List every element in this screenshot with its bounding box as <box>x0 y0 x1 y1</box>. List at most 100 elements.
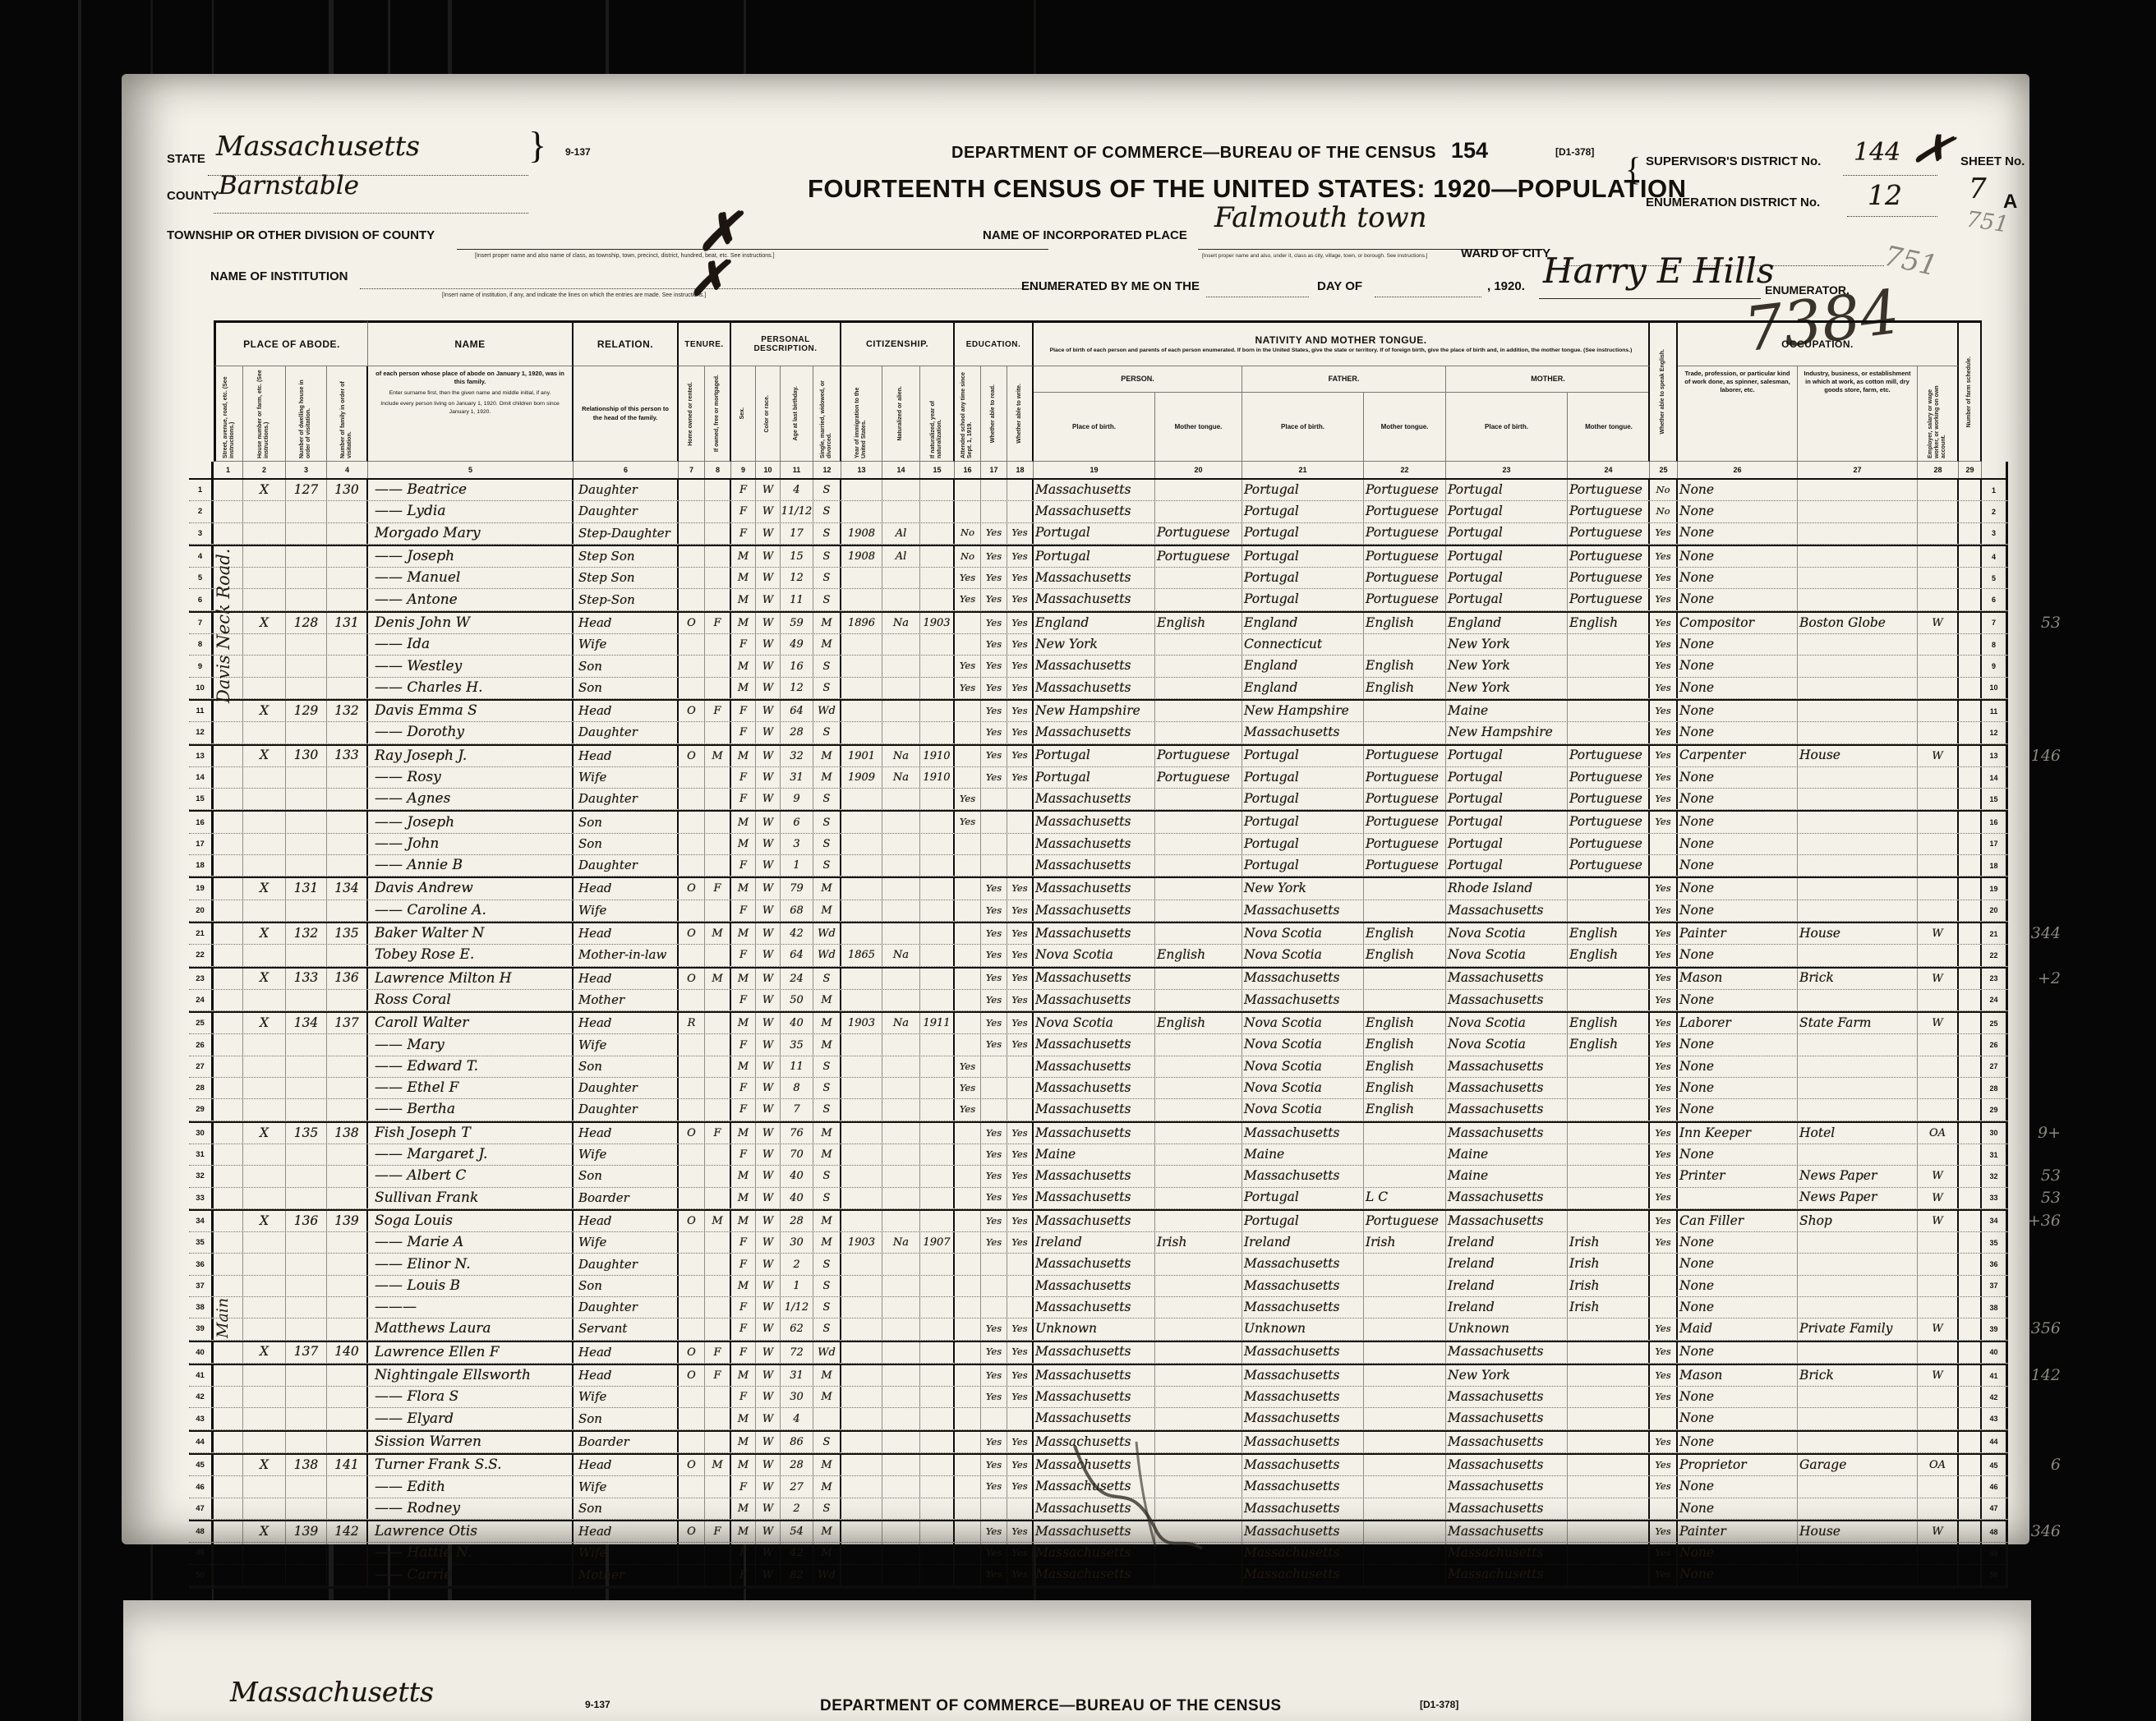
cell-immigration-year <box>841 812 882 833</box>
cell-farm-schedule <box>1959 1341 1982 1363</box>
cell-mother-tongue <box>1568 1056 1650 1078</box>
cell-father-birthplace: Massachusetts <box>1242 1275 1364 1296</box>
cell-race: W <box>756 677 781 698</box>
cell-house-number <box>243 1056 286 1078</box>
table-row: 47 —— Rodney Son M W 2 S Massachusetts M… <box>189 1498 2008 1520</box>
cell-occupation: Painter <box>1678 923 1798 945</box>
cell-speak-english: Yes <box>1650 1431 1678 1453</box>
cell-name: —— Mary <box>368 1034 574 1056</box>
cell-speak-english: Yes <box>1650 722 1678 743</box>
group-citizenship: CITIZENSHIP. <box>841 320 955 366</box>
cell-street <box>214 545 243 568</box>
cell-immigration-year <box>841 789 882 810</box>
cell-race: W <box>756 855 781 877</box>
cell-house-number <box>243 568 286 589</box>
cell-race: W <box>756 1122 781 1143</box>
cell-farm-schedule <box>1959 945 1982 966</box>
cell-farm-schedule <box>1959 1476 1982 1498</box>
cell-mortgage: F <box>705 700 731 722</box>
cell-read <box>981 1056 1007 1078</box>
cell-naturalized <box>882 789 920 810</box>
pencil-margin-note: 344 <box>2030 923 2061 942</box>
cell-tenure: O <box>679 1341 705 1363</box>
cell-person-tongue <box>1155 480 1242 501</box>
cell-farm-schedule <box>1959 878 1982 900</box>
table-row: 41 Nightingale Ellsworth Head O F M W 31… <box>189 1363 2061 1387</box>
cell-house-number: X <box>243 1521 286 1543</box>
cell-relation: Head <box>574 700 679 722</box>
cell-marital: M <box>813 1143 841 1166</box>
cell-family-number <box>327 789 368 810</box>
cell-mother-tongue <box>1568 878 1650 900</box>
cell-sex: M <box>731 1275 756 1296</box>
cell-mother-tongue: Portuguese <box>1568 766 1650 789</box>
next-state-value: Massachusetts <box>230 1676 434 1708</box>
cell-marital: M <box>813 1232 841 1254</box>
cell-dwelling-number: 137 <box>286 1341 327 1363</box>
row-number-right: 21 <box>1982 923 2008 945</box>
table-row: 23 X 133 136 Lawrence Milton H Head O M … <box>189 966 2061 990</box>
cell-naturalized <box>882 1187 920 1208</box>
pencil-margin-note: 356 <box>2030 1319 2061 1338</box>
cell-sex: F <box>731 1318 756 1340</box>
enumerated-label: ENUMERATED BY ME ON THE <box>1021 279 1200 293</box>
cell-mortgage <box>705 656 731 677</box>
cell-race: W <box>756 1232 781 1254</box>
row-number-right: 40 <box>1982 1341 2008 1363</box>
cell-sex: F <box>731 1232 756 1254</box>
cell-person-tongue <box>1155 1210 1242 1232</box>
cell-speak-english: Yes <box>1650 1122 1678 1143</box>
cell-write: Yes <box>1007 1455 1034 1476</box>
cell-naturalization-year <box>920 923 955 945</box>
cell-person-birthplace: Massachusetts <box>1034 1166 1155 1187</box>
cell-speak-english: Yes <box>1650 1187 1678 1208</box>
cell-speak-english: Yes <box>1650 923 1678 945</box>
cell-read: Yes <box>981 522 1007 544</box>
cell-industry <box>1798 900 1918 921</box>
cell-relation: Mother-in-law <box>574 945 679 966</box>
cell-person-tongue <box>1155 878 1242 900</box>
cell-immigration-year <box>841 480 882 501</box>
col-sex: Sex. <box>731 366 756 462</box>
cell-father-birthplace: Massachusetts <box>1242 1455 1364 1476</box>
cell-marital: M <box>813 989 841 1011</box>
cell-naturalized <box>882 923 920 945</box>
cell-relation: Servant <box>574 1318 679 1340</box>
cell-occupation: Inn Keeper <box>1678 1122 1798 1143</box>
table-row: 3 Morgado Mary Step-Daughter F W 17 S 19… <box>189 522 2008 545</box>
cell-immigration-year <box>841 634 882 656</box>
institution-label: NAME OF INSTITUTION <box>210 269 348 283</box>
name-desc-2: Enter surname first, then the given name… <box>389 390 551 397</box>
cell-house-number <box>243 1318 286 1340</box>
cell-mother-tongue: Portuguese <box>1568 545 1650 568</box>
cell-sex: F <box>731 900 756 921</box>
cell-family-number <box>327 634 368 656</box>
cell-employment-class <box>1918 1275 1959 1296</box>
cell-house-number <box>243 766 286 789</box>
cell-house-number: X <box>243 878 286 900</box>
row-number-left: 3 <box>189 522 214 544</box>
cell-street <box>214 855 243 877</box>
cell-race: W <box>756 1056 781 1078</box>
row-number-right: 41 <box>1982 1364 2008 1387</box>
cell-person-birthplace: Massachusetts <box>1034 1078 1155 1099</box>
cell-marital: S <box>813 833 841 855</box>
cell-speak-english: No <box>1650 501 1678 522</box>
cell-father-tongue <box>1364 1318 1446 1340</box>
cell-family-number: 132 <box>327 700 368 722</box>
column-number: 24 <box>1568 462 1650 478</box>
cell-write: Yes <box>1007 968 1034 989</box>
cell-naturalized <box>882 480 920 501</box>
cell-mortgage <box>705 945 731 966</box>
cell-naturalized <box>882 677 920 698</box>
cell-dwelling-number <box>286 1078 327 1099</box>
cell-father-birthplace: Massachusetts <box>1242 1254 1364 1275</box>
cell-naturalization-year <box>920 855 955 877</box>
cell-family-number <box>327 855 368 877</box>
cell-school <box>955 1341 981 1363</box>
cell-industry <box>1798 501 1918 522</box>
cell-name: Sullivan Frank <box>368 1187 574 1208</box>
cell-name: —— Margaret J. <box>368 1143 574 1166</box>
cell-naturalized <box>882 900 920 921</box>
cell-sex: M <box>731 1364 756 1387</box>
